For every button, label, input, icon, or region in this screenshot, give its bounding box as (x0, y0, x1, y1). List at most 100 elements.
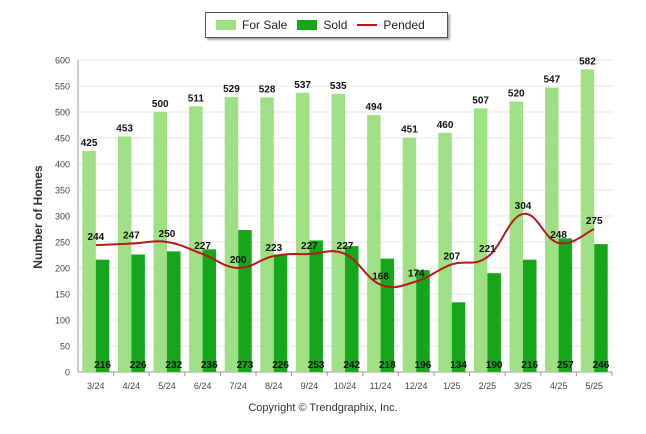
x-tick-label: 6/24 (194, 381, 212, 391)
legend-label-pended: Pended (383, 18, 425, 32)
x-tick-label: 4/24 (123, 381, 141, 391)
data-label-sold: 253 (308, 360, 325, 371)
y-tick-label: 600 (55, 56, 70, 66)
y-tick-label: 0 (65, 368, 70, 378)
data-label-for-sale: 529 (223, 84, 240, 95)
bar-for-sale (224, 96, 239, 373)
bar-for-sale (260, 97, 274, 372)
data-label-pended: 250 (159, 229, 176, 240)
y-tick-label: 550 (55, 82, 70, 92)
bar-sold (131, 254, 145, 372)
data-label-pended: 221 (479, 244, 496, 255)
bar-sold (523, 259, 537, 372)
bar-for-sale (580, 69, 595, 373)
bar-for-sale (438, 132, 452, 372)
data-label-pended: 244 (87, 232, 104, 243)
data-label-pended: 248 (550, 230, 567, 241)
y-tick-label: 50 (60, 342, 70, 352)
bar-for-sale (545, 87, 559, 372)
data-label-pended: 227 (301, 241, 318, 252)
copyright-text: Copyright © Trendgraphix, Inc. (248, 402, 398, 414)
legend-swatch-sold (297, 20, 318, 30)
y-tick-label: 250 (55, 238, 70, 248)
x-tick-label: 9/24 (301, 381, 319, 391)
bar-sold (273, 254, 288, 372)
x-tick-label: 3/24 (87, 381, 105, 391)
data-label-sold: 273 (237, 360, 254, 371)
data-label-pended: 223 (265, 243, 282, 254)
data-label-for-sale: 500 (152, 99, 169, 110)
legend-item-pended[interactable]: Pended (357, 18, 425, 32)
data-label-for-sale: 528 (259, 84, 276, 95)
data-label-pended: 304 (515, 201, 532, 212)
legend-item-sold[interactable]: Sold (297, 18, 347, 32)
y-tick-label: 450 (55, 134, 70, 144)
x-tick-label: 5/25 (585, 381, 603, 391)
legend-swatch-pended (357, 24, 378, 26)
x-tick-label: 5/24 (158, 381, 176, 391)
data-label-sold: 236 (201, 360, 218, 371)
y-axis-title: Number of Homes (31, 165, 45, 269)
x-tick-label: 12/24 (405, 381, 428, 391)
data-label-for-sale: 537 (294, 80, 311, 91)
data-label-pended: 275 (586, 216, 603, 227)
x-tick-label: 4/25 (550, 381, 568, 391)
bar-sold (451, 302, 466, 372)
y-tick-label: 200 (55, 264, 70, 274)
data-label-pended: 227 (194, 241, 211, 252)
data-label-sold: 196 (415, 360, 432, 371)
bar-for-sale (509, 101, 523, 372)
data-label-for-sale: 451 (401, 124, 418, 135)
x-tick-label: 1/25 (443, 381, 461, 391)
data-label-pended: 227 (337, 241, 354, 252)
data-label-pended: 200 (230, 255, 247, 266)
y-tick-label: 500 (55, 108, 70, 118)
data-label-sold: 242 (343, 360, 360, 371)
y-tick-label: 150 (55, 290, 70, 300)
data-label-for-sale: 460 (437, 120, 454, 131)
data-label-for-sale: 547 (544, 75, 561, 86)
bar-for-sale (82, 151, 96, 372)
x-tick-label: 7/24 (229, 381, 247, 391)
bar-sold (487, 273, 501, 372)
bar-sold (167, 251, 181, 372)
x-tick-label: 2/25 (479, 381, 497, 391)
bar-for-sale (189, 106, 203, 372)
bar-sold (202, 249, 217, 372)
bar-sold (309, 240, 323, 372)
bar-sold (345, 246, 359, 372)
legend-label-for-sale: For Sale (242, 18, 288, 32)
line-pended (95, 212, 595, 289)
legend-label-sold: Sold (323, 18, 348, 32)
data-label-sold: 134 (450, 360, 467, 371)
x-tick-label: 11/24 (370, 381, 392, 391)
data-label-for-sale: 425 (81, 138, 98, 149)
legend: For Sale Sold Pended (205, 12, 448, 38)
data-label-sold: 232 (165, 360, 182, 371)
data-label-sold: 216 (521, 360, 538, 371)
bar-for-sale (331, 93, 345, 373)
data-label-for-sale: 535 (330, 81, 347, 92)
data-label-for-sale: 453 (116, 123, 133, 134)
bar-for-sale (402, 137, 417, 372)
data-label-pended: 247 (123, 231, 140, 242)
y-tick-label: 300 (55, 212, 70, 222)
bar-sold (238, 230, 252, 372)
legend-swatch-for-sale (216, 20, 236, 30)
data-label-sold: 257 (557, 360, 574, 371)
bar-sold (594, 244, 608, 372)
data-label-for-sale: 494 (366, 102, 383, 113)
bar-for-sale (473, 108, 488, 373)
y-tick-label: 100 (55, 316, 70, 326)
bar-for-sale (295, 92, 310, 372)
data-label-pended: 174 (408, 269, 425, 280)
data-label-for-sale: 520 (508, 89, 525, 100)
legend-item-for-sale[interactable]: For Sale (216, 18, 287, 32)
data-label-for-sale: 511 (188, 93, 205, 104)
y-tick-label: 350 (55, 186, 70, 196)
data-label-sold: 226 (272, 360, 289, 371)
data-label-sold: 216 (94, 360, 111, 371)
bar-for-sale (367, 115, 381, 373)
data-label-sold: 226 (130, 360, 147, 371)
